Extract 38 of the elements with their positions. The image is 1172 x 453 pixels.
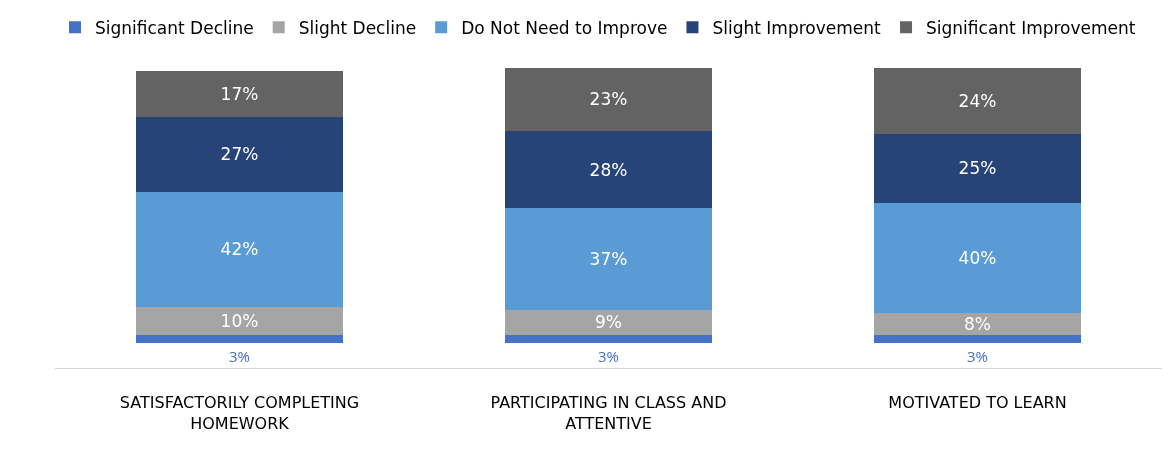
bar <box>874 334 1081 343</box>
data-label: 24% <box>958 90 997 111</box>
data-label: 42% <box>220 239 259 260</box>
legend-label: Significant Improvement <box>926 17 1136 38</box>
bar <box>505 309 712 335</box>
bar <box>505 131 712 209</box>
bar <box>136 117 343 192</box>
bar <box>136 307 343 335</box>
bar <box>874 67 1081 134</box>
bar <box>505 208 712 310</box>
data-label: 10% <box>220 310 259 331</box>
data-label: 3% <box>967 346 988 366</box>
bar <box>136 70 343 118</box>
data-label: 27% <box>220 144 259 165</box>
x-tick-label: PARTICIPATING IN CLASS AND ATTENTIVE <box>490 393 727 433</box>
legend-label: Significant Decline <box>95 17 254 38</box>
bar <box>505 334 712 343</box>
x-tick-label: SATISFACTORILY COMPLETING HOMEWORK <box>119 393 360 433</box>
bar <box>136 191 343 308</box>
data-label: 17% <box>220 83 259 104</box>
bar <box>874 133 1081 203</box>
x-tick-label: MOTIVATED TO LEARN <box>888 393 1067 413</box>
bar <box>136 334 343 343</box>
data-label: 8% <box>964 313 991 334</box>
data-label: 37% <box>589 249 628 270</box>
data-label: 9% <box>595 312 622 333</box>
legend-label: Slight Improvement <box>712 17 882 38</box>
data-label: 25% <box>958 158 997 179</box>
data-label: 28% <box>589 159 628 180</box>
legend-label: Do Not Need to Improve <box>461 17 668 38</box>
bar <box>874 202 1081 313</box>
data-label: 3% <box>598 346 619 366</box>
legend-label: Slight Decline <box>298 17 417 38</box>
data-label: 3% <box>229 346 250 366</box>
data-label: 23% <box>589 89 628 110</box>
bar <box>505 67 712 132</box>
bar <box>874 312 1081 335</box>
data-label: 40% <box>958 247 997 268</box>
